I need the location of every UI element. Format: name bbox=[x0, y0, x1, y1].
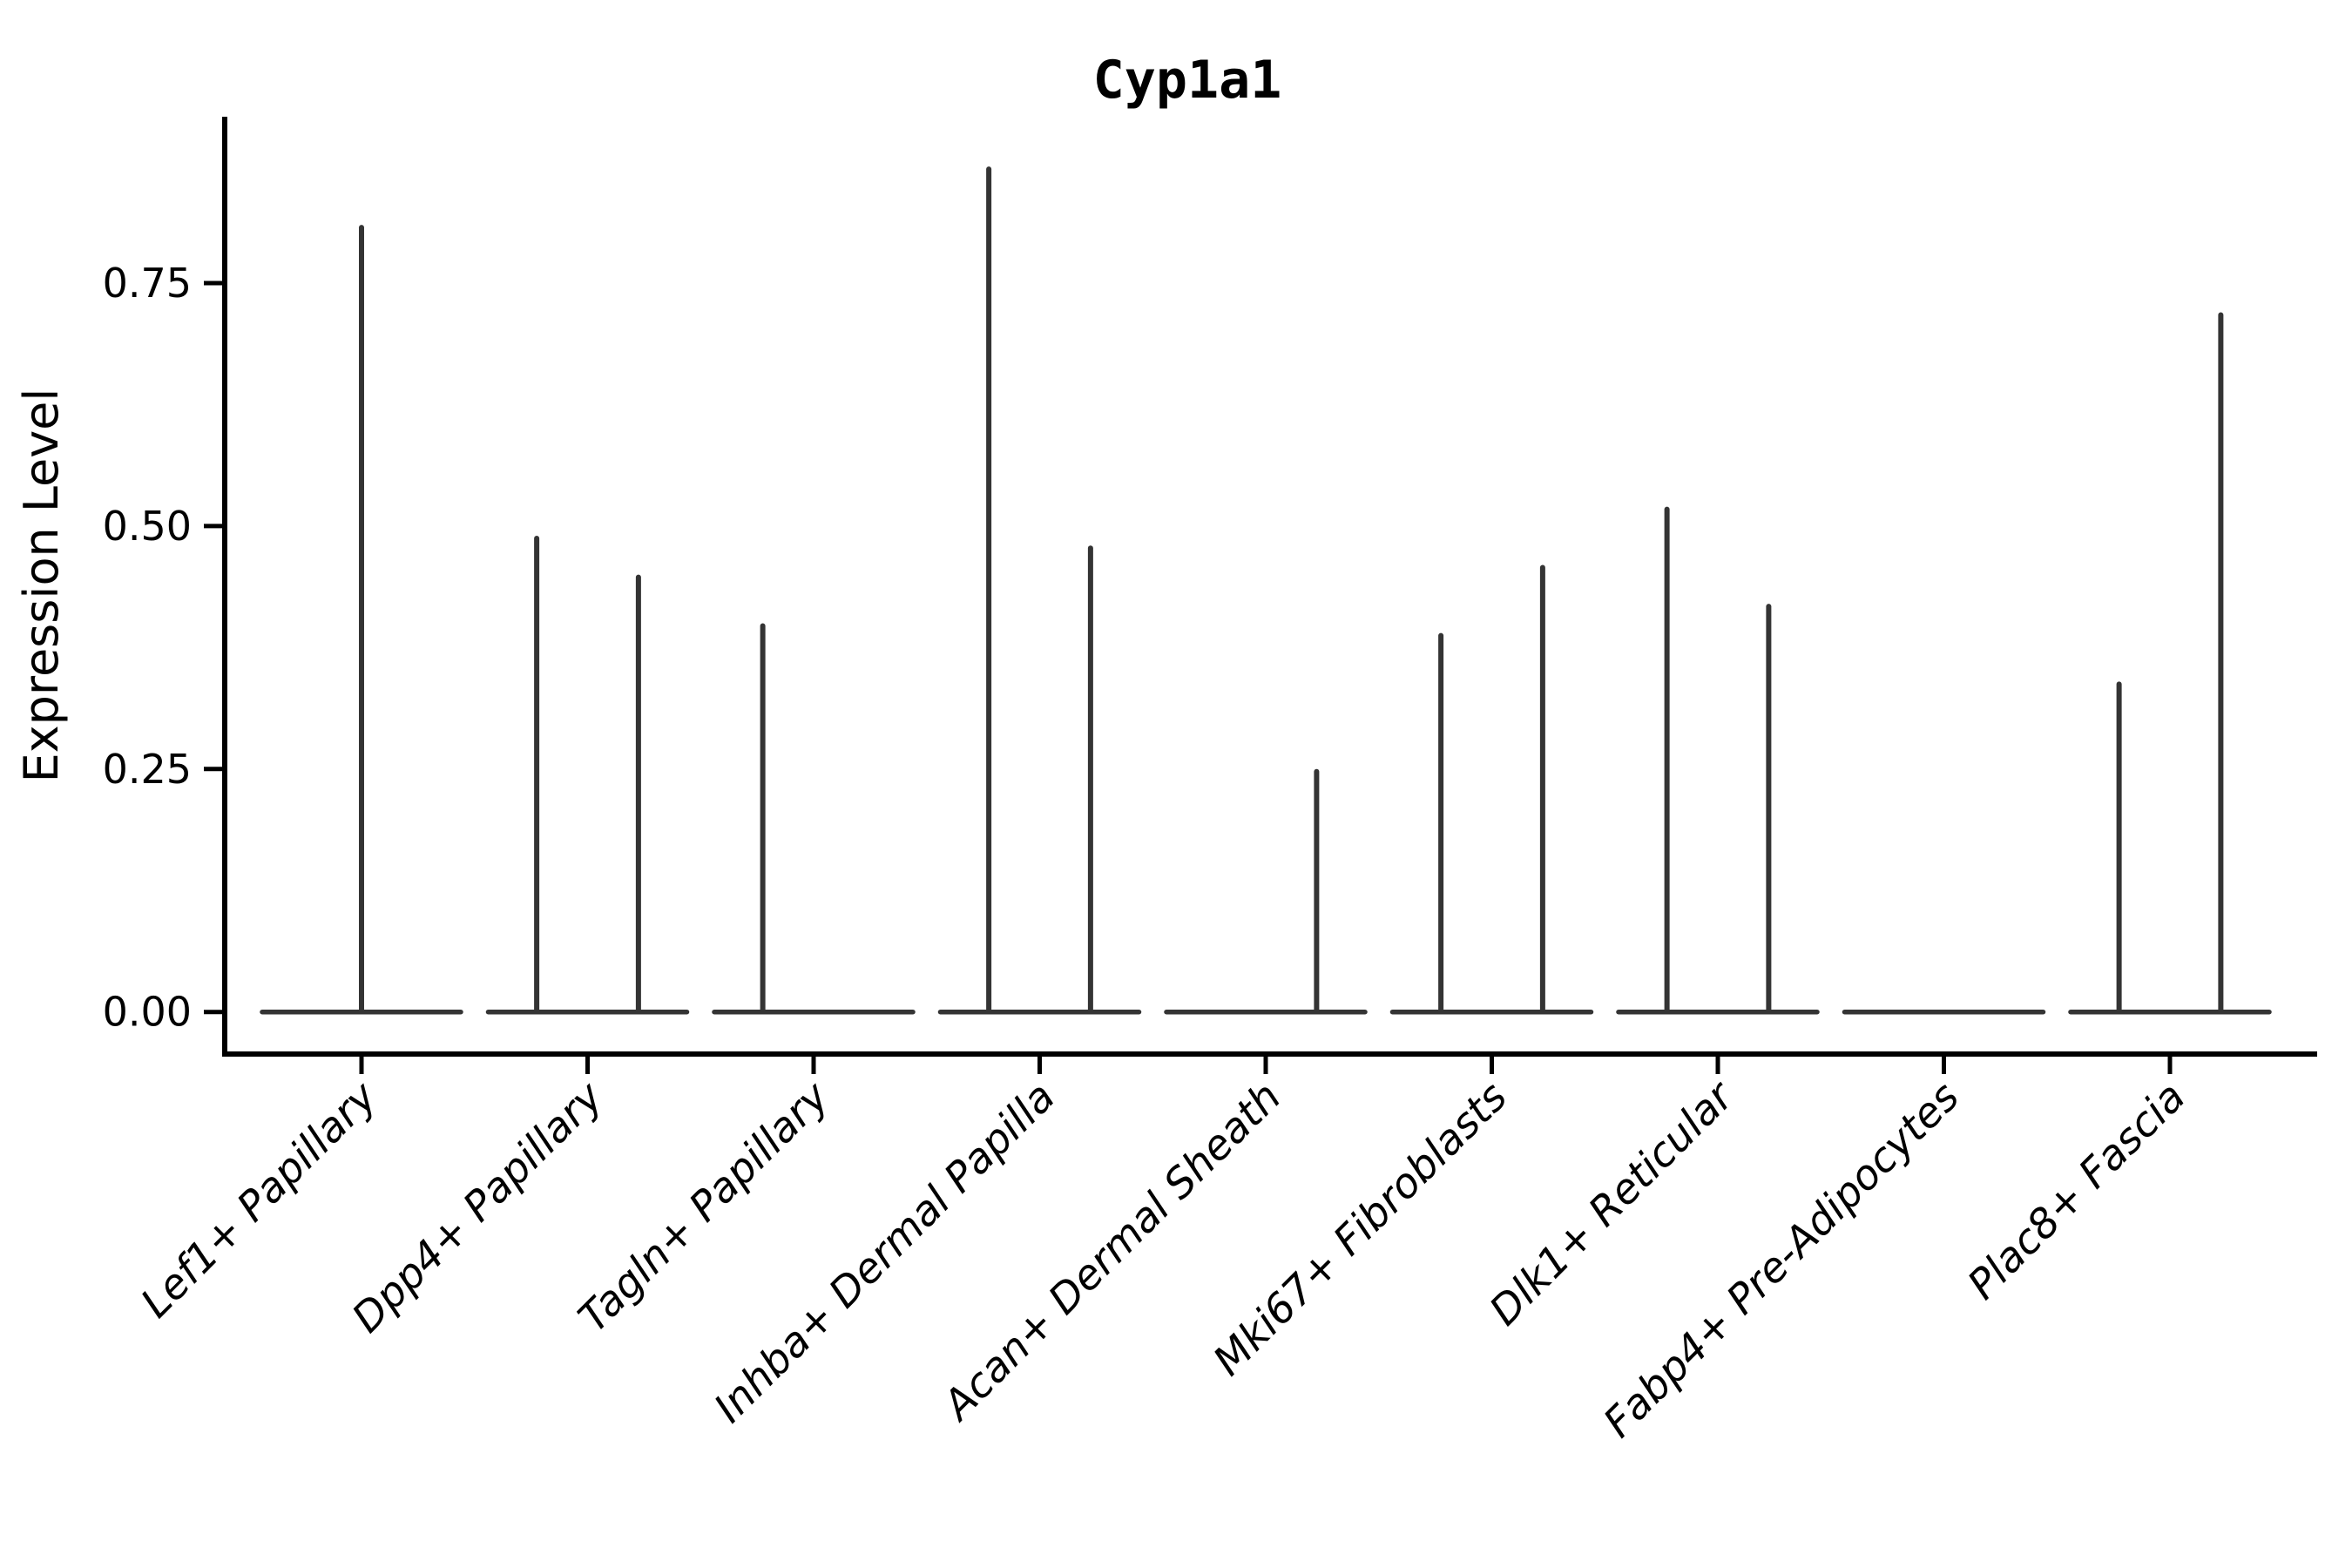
y-tick-label: 0.50 bbox=[103, 503, 192, 550]
x-tick-label: Plac8+ Fascia bbox=[1958, 1073, 2194, 1309]
y-axis-label: Expression Level bbox=[14, 389, 69, 783]
y-tick-label: 0.75 bbox=[103, 260, 192, 307]
x-tick-label: Dpp4+ Papillary bbox=[343, 1072, 613, 1342]
chart-title: Cyp1a1 bbox=[1093, 50, 1282, 111]
x-tick-label: Dlk1+ Reticular bbox=[1481, 1071, 1745, 1335]
x-tick-label: Fabp4+ Pre-Adipocytes bbox=[1594, 1073, 1968, 1447]
axes bbox=[222, 117, 2317, 1057]
y-axis-ticks: 0.00 0.25 0.50 0.75 bbox=[103, 260, 225, 1036]
y-tick-label: 0.00 bbox=[103, 989, 192, 1036]
x-tick-label: Lef1+ Papillary bbox=[132, 1072, 387, 1328]
y-tick-label: 0.25 bbox=[103, 746, 192, 793]
violins bbox=[260, 166, 2272, 1015]
x-tick-label: Tagln+ Papillary bbox=[570, 1072, 840, 1342]
